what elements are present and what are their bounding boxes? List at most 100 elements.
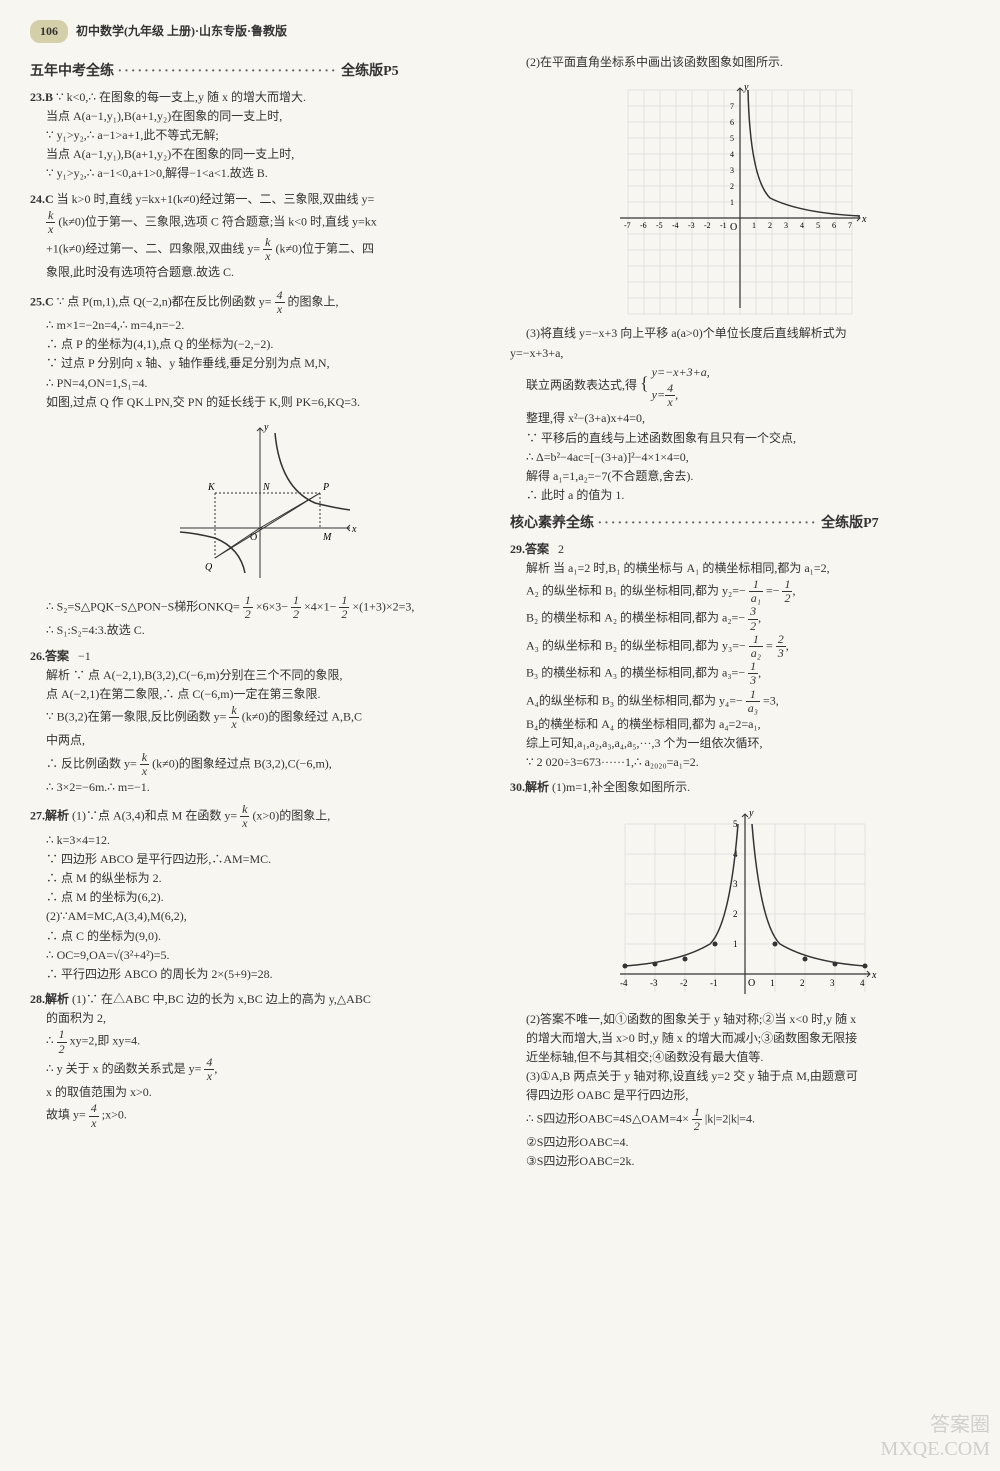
q28-l3-wrap: ∴ 12 xy=2,即 xy=4. [30,1028,490,1055]
svg-text:4: 4 [860,978,865,988]
q27-l6: (2)∵AM=MC,A(3,4),M(6,2), [30,907,490,926]
q26-l5b: (k≠0)的图象经过点 B(3,2),C(−6,m), [152,756,332,770]
svg-text:6: 6 [832,221,836,230]
q26-l5: ∴ 反比例函数 y= [46,756,137,770]
q24-l1: 当 k>0 时,直线 y=kx+1(k≠0)经过第一、二、三象限,双曲线 y= [57,192,375,206]
svg-text:2: 2 [730,182,734,191]
q26-l1: 解析 ∵ 点 A(−2,1),B(3,2),C(−6,m)分别在三个不同的象限, [30,666,490,685]
q28r-l4-wrap: 联立两函数表达式,得 { y=−x+3+a, y=4x, [510,363,970,410]
q23-l4: 当点 A(a−1,y₁),B(a+1,y₂)不在图象的同一支上时, [30,145,490,164]
q30-l7: ∴ S四边形OABC=4S△OAM=4× [526,1111,689,1125]
q27-l5: ∴ 点 M 的坐标为(6,2). [30,888,490,907]
q24-l2: (k≠0)位于第一、三象限,选项 C 符合题意;当 k<0 时,直线 y=kx [58,214,376,228]
svg-text:x: x [351,524,357,535]
svg-text:3: 3 [730,166,734,175]
q30-l9: ③S四边形OABC=2k. [510,1152,970,1171]
q25-l7b: ×6×3− [256,599,288,613]
q28r-l3: y=−x+3+a, [510,344,970,363]
svg-text:7: 7 [730,102,734,111]
q30-l6: 得四边形 OABC 是平行四边形, [510,1086,970,1105]
svg-text:5: 5 [816,221,820,230]
svg-text:-4: -4 [672,221,679,230]
q28r-l1: (2)在平面直角坐标系中画出该函数图象如图所示. [510,53,970,72]
q25-num: 25.C [30,294,54,308]
svg-text:P: P [322,482,329,493]
q26-l6: ∴ 3×2=−6m.∴ m=−1. [30,778,490,797]
q30-num: 30.解析 [510,780,549,794]
q29-l1: A₂ 的纵坐标和 B₁ 的纵坐标相同,都为 y₂=− [526,583,746,597]
q29-l1-wrap: A₂ 的纵坐标和 B₁ 的纵坐标相同,都为 y₂=− 1a₁ =− 12, [510,578,970,605]
page-ref2: 全练版P7 [821,516,879,531]
q24-l3: +1(k≠0)经过第一、二、四象限,双曲线 y= [46,242,260,256]
q23-l1: ∵ k<0,∴ 在图象的每一支上,y 随 x 的增大而增大. [56,90,306,104]
q25-l3: ∴ 点 P 的坐标为(4,1),点 Q 的坐标为(−2,−2). [30,335,490,354]
q29-num: 29.答案 [510,542,549,556]
q23-l3: ∵ y₁>y₂,∴ a−1>a+1,此不等式无解; [30,126,490,145]
q29-l3b: = [766,638,773,652]
q27-l7: ∴ 点 C 的坐标为(9,0). [30,927,490,946]
left-column: 五年中考全练 ·································… [30,53,490,1177]
svg-text:3: 3 [733,879,738,889]
q28-l4-wrap: ∴ y 关于 x 的函数关系式是 y= 4x, [30,1056,490,1083]
q29-l1b: =− [766,583,780,597]
q27-l8: ∴ OC=9,OA=√(3²+4²)=5. [30,946,490,965]
svg-text:4: 4 [730,150,734,159]
header-title: 初中数学(九年级 上册)·山东专版·鲁教版 [76,22,287,41]
q26-l3b: (k≠0)的图象经过 A,B,C [242,710,362,724]
section-title-2: 核心素养全练 ·································… [510,513,970,535]
svg-text:y: y [263,422,269,433]
footer-watermark: 答案圈 MXQE.COM [881,1413,990,1461]
q30-l2: (2)答案不唯一,如①函数的图象关于 y 轴对称;②当 x<0 时,y 随 x [510,1010,970,1029]
q29-l0: 解析 当 a₁=2 时,B₁ 的横坐标与 A₁ 的横坐标相同,都为 a₁=2, [510,559,970,578]
right-column: (2)在平面直角坐标系中画出该函数图象如图所示. -7-6-5-4-3-2-11… [510,53,970,1177]
q28-l6-wrap: 故填 y= 4x ;x>0. [30,1102,490,1129]
q27-l1b: (x>0)的图象上, [252,809,330,823]
q25-l5: ∴ PN=4,ON=1,S₁=4. [30,374,490,393]
q26-l4: 中两点, [30,731,490,750]
section1-title: 五年中考全练 [30,64,114,79]
q28-l6: 故填 y= [46,1108,86,1122]
svg-text:7: 7 [848,221,852,230]
svg-text:O: O [730,222,737,233]
svg-text:O: O [748,978,755,989]
svg-text:3: 3 [830,978,835,988]
q25-l7: ∴ S₂=S△PQK−S△PON−S梯形ONKQ= [46,599,240,613]
q28-l3b: xy=2,即 xy=4. [70,1034,141,1048]
q29-l8: ∵ 2 020÷3=673······1,∴ a₂₀₂₀=a₁=2. [510,753,970,772]
q30-l7-wrap: ∴ S四边形OABC=4S△OAM=4× 12 |k|=2|k|=4. [510,1106,970,1133]
q28-l5: x 的取值范围为 x>0. [30,1083,490,1102]
svg-text:K: K [207,482,216,493]
q28-l4: ∴ y 关于 x 的函数关系式是 y= [46,1061,201,1075]
footer-l1: 答案圈 [881,1413,990,1437]
q29-l5-wrap: A₄的纵坐标和 B₃ 的纵坐标相同,都为 y₄=− 1a₃ =3, [510,688,970,715]
q25-l6: 如图,过点 Q 作 QK⊥PN,交 PN 的延长线于 K,则 PK=6,KQ=3… [30,393,490,412]
svg-text:-3: -3 [650,978,658,988]
q29-l6: B₄的横坐标和 A₄ 的横坐标相同,都为 a₄=2=a₁, [510,715,970,734]
svg-text:6: 6 [730,118,734,127]
section2-title: 核心素养全练 [510,516,594,531]
q25-l4: ∵ 过点 P 分别向 x 轴、y 轴作垂线,垂足分别为点 M,N, [30,354,490,373]
svg-text:-4: -4 [620,978,628,988]
q24: 24.C 当 k>0 时,直线 y=kx+1(k≠0)经过第一、二、三象限,双曲… [30,190,490,283]
q28r-l9: ∴ 此时 a 的值为 1. [510,486,970,505]
svg-text:Q: Q [205,562,213,573]
dots2: ································· [598,516,818,531]
svg-text:x: x [861,214,867,225]
svg-text:1: 1 [730,198,734,207]
q26-l3: ∵ B(3,2)在第一象限,反比例函数 y= [46,710,226,724]
q30: 30.解析 (1)m=1,补全图象如图所示. -4-3-2-1123412345… [510,778,970,1171]
q25-l1: ∵ 点 P(m,1),点 Q(−2,n)都在反比例函数 y= [57,294,272,308]
q30-l3: 的增大而增大,当 x>0 时,y 随 x 的增大而减小;③函数图象无限接 [510,1029,970,1048]
svg-text:1: 1 [770,978,775,988]
q28-l6b: ;x>0. [102,1108,127,1122]
svg-text:2: 2 [733,909,738,919]
q24-l3-wrap: +1(k≠0)经过第一、二、四象限,双曲线 y= kx (k≠0)位于第二、四 [30,236,490,263]
q30-graph: -4-3-2-1123412345 x y O [600,804,880,1004]
q28-l2: 的面积为 2, [30,1009,490,1028]
q26-l3-wrap: ∵ B(3,2)在第一象限,反比例函数 y= kx (k≠0)的图象经过 A,B… [30,704,490,731]
q29-ans: 2 [558,542,564,556]
q27-l3: ∵ 四边形 ABCO 是平行四边形,∴AM=MC. [30,850,490,869]
q24-l3b: (k≠0)位于第二、四 [275,242,374,256]
svg-text:-5: -5 [656,221,663,230]
svg-text:y: y [748,808,754,819]
